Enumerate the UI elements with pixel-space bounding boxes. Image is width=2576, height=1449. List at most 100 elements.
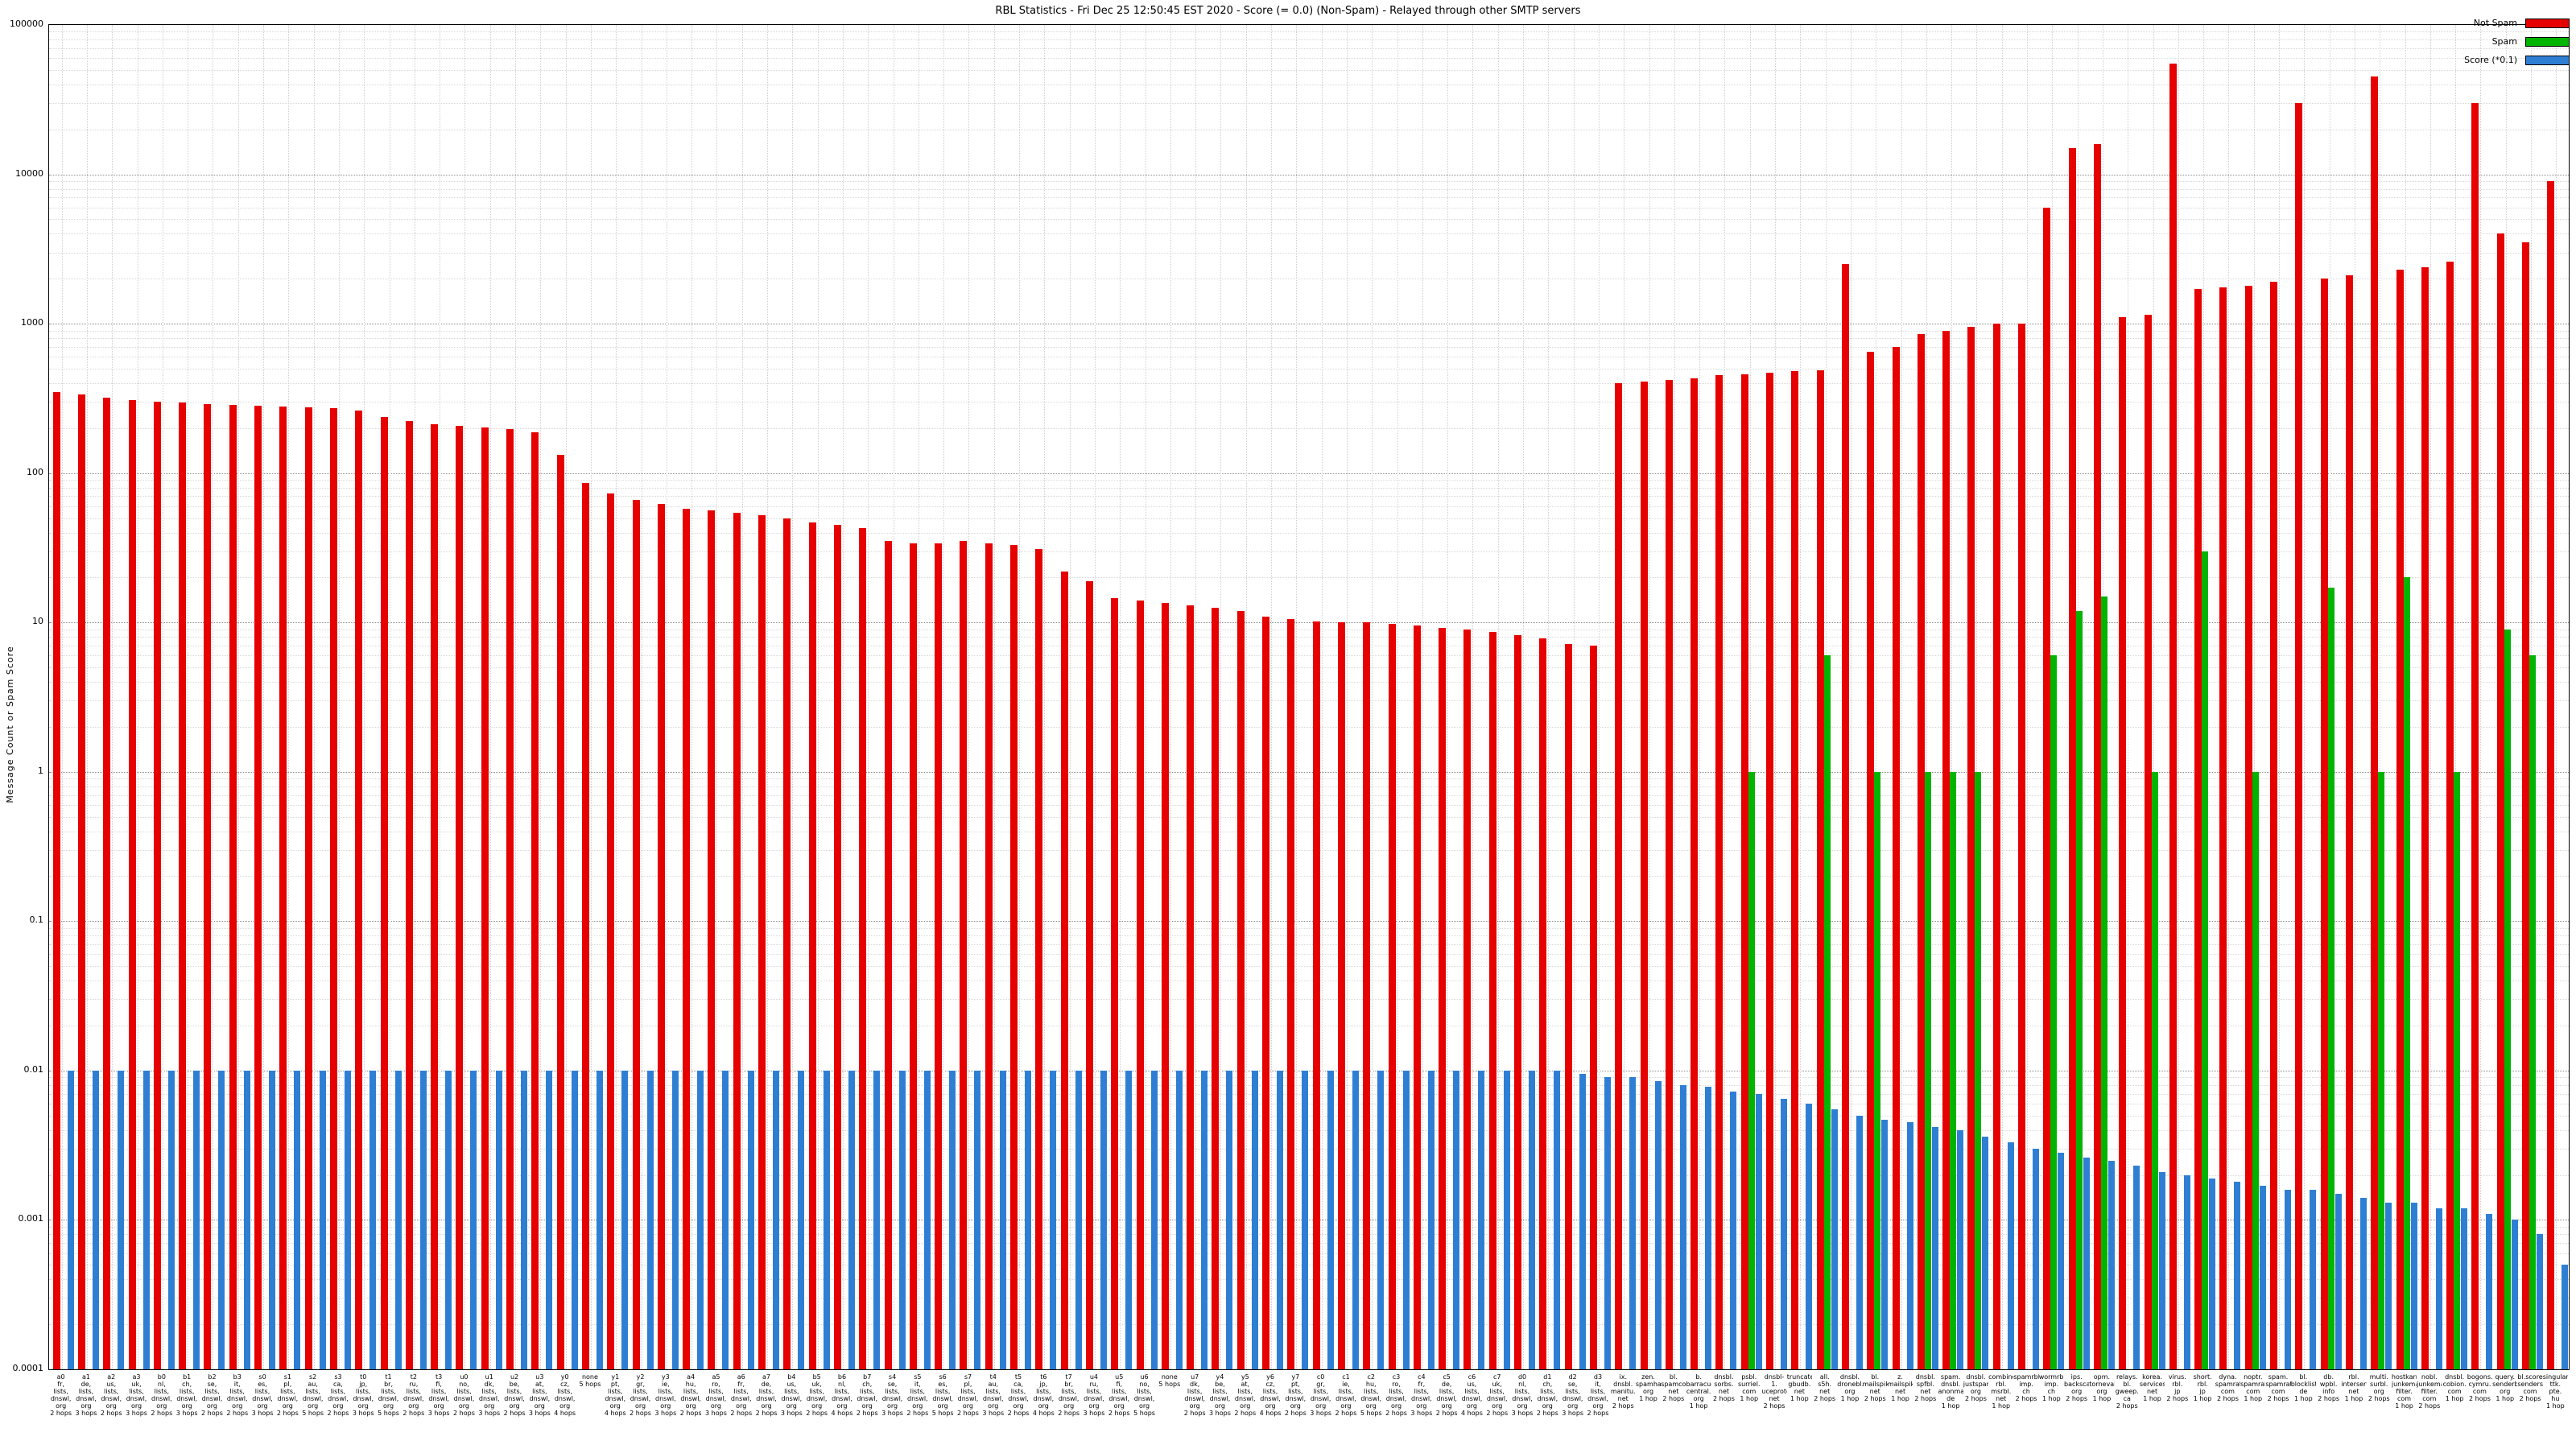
bar-score: [495, 1070, 502, 1369]
gridline-vertical: [288, 25, 290, 1369]
gridline-minor: [49, 577, 2569, 579]
gridline-vertical: [767, 25, 769, 1369]
gridline-minor: [49, 700, 2569, 702]
x-tick-label: c5 de, lists, dnswl, org 2 hops: [1435, 1373, 1458, 1417]
x-tick-label: d1 ch, lists, dnswl, org 2 hops: [1536, 1373, 1558, 1417]
gridline-minor: [49, 58, 2569, 60]
x-tick-label: u5 fi, lists, dnswl, org 2 hops: [1108, 1373, 1130, 1417]
y-tick-label: 100: [27, 466, 43, 477]
bar-not-spam: [909, 543, 917, 1369]
bar-not-spam: [733, 513, 741, 1369]
x-tick-label: b. barracuda central. org 1 hop: [1686, 1373, 1711, 1410]
bar-not-spam: [783, 518, 791, 1369]
bar-score: [1679, 1084, 1686, 1369]
gridline-vertical: [515, 25, 517, 1369]
x-tick-label: u1 dk, lists, dnswl, org 3 hops: [478, 1373, 501, 1417]
bar-score: [999, 1070, 1006, 1369]
gridline-minor: [49, 778, 2569, 780]
x-tick-label: u4 ru, lists, dnswl, org 3 hops: [1083, 1373, 1105, 1417]
bar-spam: [2050, 655, 2058, 1369]
bar-not-spam: [1766, 372, 1774, 1369]
gridline-vertical: [565, 25, 567, 1369]
y-tick-label: 1000: [21, 317, 43, 328]
x-tick-label: y4 be, lists, dnswl, org 3 hops: [1209, 1373, 1231, 1417]
spam-swatch: [2525, 36, 2570, 47]
x-tick-label: y1 pt, lists, dnswl, org 4 hops: [604, 1373, 626, 1417]
bar-not-spam: [1060, 571, 1068, 1369]
bar-not-spam: [456, 426, 464, 1369]
gridline-minor: [49, 506, 2569, 507]
gridline-minor: [49, 346, 2569, 348]
gridline-minor: [49, 551, 2569, 552]
y-tick-label: 10: [32, 616, 43, 627]
bar-score: [1251, 1070, 1258, 1369]
gridline-vertical: [1749, 25, 1751, 1369]
bar-score: [2435, 1208, 2442, 1369]
gridline-major: [49, 921, 2569, 923]
gridline-minor: [49, 1324, 2569, 1326]
x-tick-label: c4 fr, lists, dnswl, org 3 hops: [1410, 1373, 1433, 1417]
bar-score: [1806, 1104, 1813, 1369]
bar-score: [2537, 1234, 2544, 1369]
bar-score: [142, 1070, 150, 1369]
bar-score: [394, 1070, 402, 1369]
bar-not-spam: [1942, 330, 1951, 1369]
gridline-vertical: [540, 25, 542, 1369]
bar-not-spam: [607, 493, 615, 1369]
gridline-vertical: [1523, 25, 1525, 1369]
x-tick-label: t6 jp, lists, dnswl, org 4 hops: [1032, 1373, 1055, 1417]
bar-score: [2209, 1178, 2216, 1369]
bar-not-spam: [1337, 622, 1345, 1369]
bar-not-spam: [2068, 147, 2076, 1369]
gridline-vertical: [1069, 25, 1071, 1369]
x-tick-label: y2 gr, lists, dnswl, org 2 hops: [630, 1373, 651, 1417]
bar-score: [2007, 1142, 2014, 1369]
gridline-vertical: [2027, 25, 2029, 1369]
bar-score: [1150, 1070, 1158, 1369]
bar-not-spam: [1439, 627, 1447, 1369]
bar-spam: [2100, 596, 2107, 1369]
bar-spam: [2075, 610, 2083, 1369]
x-tick-label: d0 nl, lists, dnswl, org 3 hops: [1511, 1373, 1534, 1417]
x-tick-label: dnsbl. dronebl. org 1 hop: [1837, 1373, 1863, 1402]
gridline-vertical: [263, 25, 265, 1369]
bar-not-spam: [1564, 643, 1572, 1369]
legend-item-score: Score (*0.1): [2464, 55, 2570, 65]
bar-score: [1025, 1070, 1032, 1369]
gridline-major: [49, 622, 2569, 624]
bar-score: [1705, 1086, 1712, 1369]
x-tick-label: bl. mailspike. net 2 hops: [1862, 1373, 1888, 1402]
gridline-minor: [49, 966, 2569, 968]
x-tick-label: a3 uk, lists, dnswl, org 3 hops: [126, 1373, 147, 1417]
bar-score: [1856, 1115, 1863, 1369]
bar-not-spam: [77, 394, 85, 1369]
bar-score: [2359, 1198, 2367, 1369]
gridline-minor: [49, 667, 2569, 669]
x-tick-label: t1 br, lists, dnswl, org 5 hops: [378, 1373, 399, 1417]
gridline-vertical: [1926, 25, 1927, 1369]
x-tick-label: db. wpbl. info 2 hops: [2318, 1373, 2340, 1402]
gridline-minor: [49, 31, 2569, 33]
bar-score: [1579, 1074, 1586, 1369]
bar-score: [1881, 1119, 1889, 1369]
gridline-vertical: [1245, 25, 1247, 1369]
gridline-vertical: [2153, 25, 2154, 1369]
bar-not-spam: [1187, 605, 1195, 1369]
x-tick-label: a4 hu, lists, dnswl, org 2 hops: [679, 1373, 702, 1417]
bar-not-spam: [683, 508, 691, 1369]
bar-score: [1453, 1070, 1460, 1369]
bar-score: [1377, 1070, 1385, 1369]
x-tick-label: truncate. gbudb. net 1 hop: [1786, 1373, 1812, 1402]
x-tick-label: b1 ch, lists, dnswl, org 3 hops: [175, 1373, 198, 1417]
gridline-vertical: [1120, 25, 1121, 1369]
x-tick-label: b2 se, lists, dnswl, org 2 hops: [201, 1373, 223, 1417]
gridline-vertical: [489, 25, 491, 1369]
x-tick-label: c1 ie, lists, dnswl, org 2 hops: [1335, 1373, 1357, 1417]
y-tick-label: 0.001: [18, 1213, 44, 1224]
bar-not-spam: [2043, 207, 2051, 1369]
gridline-vertical: [1296, 25, 1298, 1369]
gridline-vertical: [1271, 25, 1273, 1369]
bar-score: [2334, 1193, 2342, 1369]
x-tick-label: psbl. surriel. com 1 hop: [1737, 1373, 1761, 1402]
bar-spam: [2151, 771, 2158, 1369]
